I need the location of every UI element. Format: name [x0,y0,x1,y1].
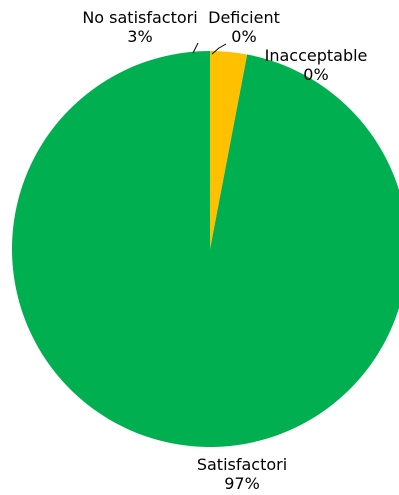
data-label-percent: 0% [231,27,256,46]
data-label-satisfactori: Satisfactori 97% [197,455,287,493]
data-label-inacceptable: Inacceptable 0% [265,46,368,84]
data-label-category: Deficient [208,8,280,27]
data-label-category: Satisfactori [197,455,287,474]
leader-line-no-satisfactori [192,42,199,54]
pie-slices [12,51,399,447]
data-label-percent: 3% [127,27,152,46]
data-label-category: No satisfactori [82,8,197,27]
pie-slice-no-satisfactori [210,51,248,249]
leader-line-deficient [211,43,227,55]
data-label-percent: 0% [303,65,328,84]
leader-lines [192,42,227,55]
data-label-category: Inacceptable [265,46,368,65]
pie-slice-satisfactori [12,51,399,447]
slice-labels: Satisfactori 97% No satisfactori 3% Deficien… [82,8,367,493]
data-label-no-satisfactori: No satisfactori 3% [82,8,197,46]
data-label-deficient: Deficient 0% [208,8,280,46]
data-label-percent: 97% [224,474,260,493]
